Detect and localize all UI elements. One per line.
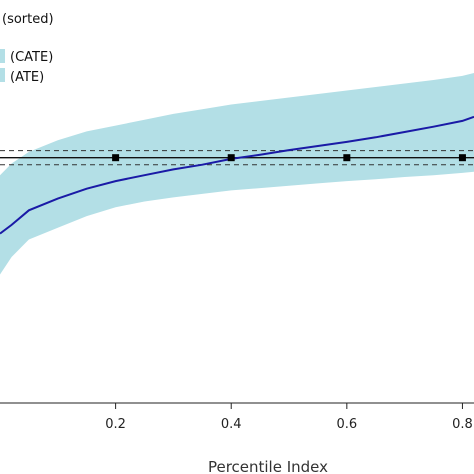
ate-interval-lines bbox=[0, 150, 474, 166]
x-axis-ticks: 0.2 0.4 0.6 0.8 bbox=[105, 403, 473, 432]
x-axis-label: Percentile Index bbox=[208, 458, 328, 474]
legend-entry-cate: (CATE) bbox=[10, 50, 53, 65]
x-tick-label: 0.8 bbox=[452, 417, 473, 432]
cate-confidence-band bbox=[0, 73, 474, 275]
legend-swatch-ate bbox=[0, 68, 5, 82]
x-tick-label: 0.2 bbox=[105, 417, 126, 432]
plot-area bbox=[0, 73, 474, 275]
ate-marker bbox=[458, 154, 466, 162]
legend-entry-ate: (ATE) bbox=[10, 70, 44, 85]
ate-markers bbox=[112, 154, 466, 162]
legend: (sorted) (CATE) (ATE) bbox=[0, 12, 54, 85]
legend-swatch-cate bbox=[0, 49, 5, 63]
ate-marker bbox=[343, 154, 351, 162]
legend-entry-sorted: (sorted) bbox=[2, 12, 54, 27]
x-tick-label: 0.4 bbox=[221, 417, 242, 432]
ate-marker bbox=[112, 154, 120, 162]
ate-marker bbox=[227, 154, 235, 162]
x-tick-label: 0.6 bbox=[336, 417, 357, 432]
